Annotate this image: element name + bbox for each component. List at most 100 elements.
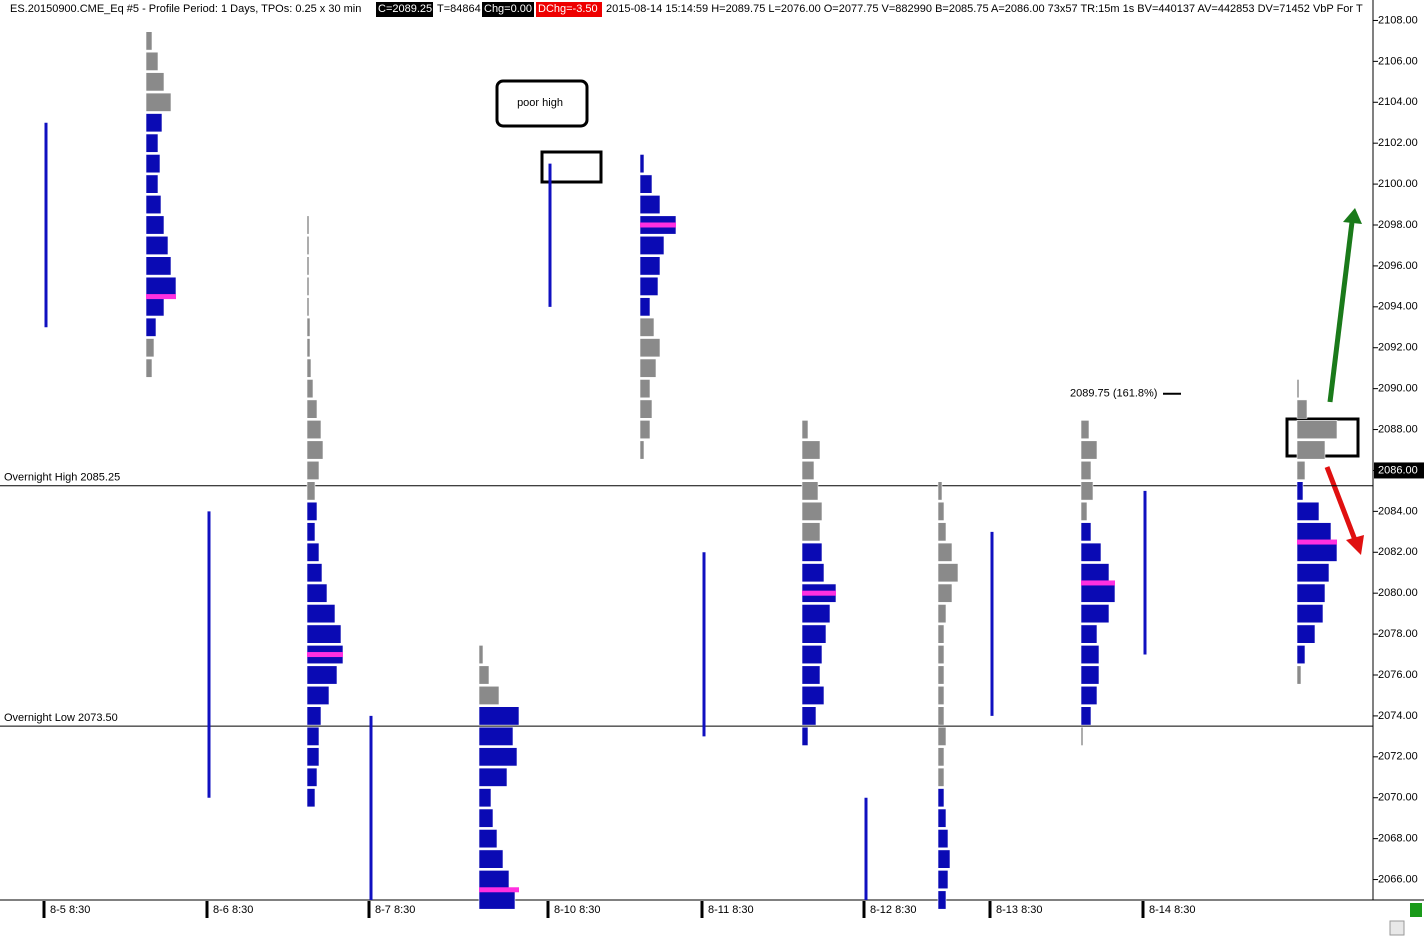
poc xyxy=(307,652,343,658)
volume-bar xyxy=(1080,542,1102,562)
volume-bar xyxy=(1080,583,1116,603)
volume-bar xyxy=(478,726,514,746)
volume-bar xyxy=(801,440,821,460)
volume-bar xyxy=(145,276,177,296)
volume-bar xyxy=(145,215,165,235)
volume-bar xyxy=(478,890,516,910)
volume-bar xyxy=(478,665,490,685)
volume-bar xyxy=(1080,460,1092,480)
volume-bar xyxy=(801,522,821,542)
volume-bar xyxy=(145,317,157,337)
arrow-up xyxy=(1327,221,1355,403)
volume-bar xyxy=(801,665,821,685)
x-tick-label: 8-11 8:30 xyxy=(708,904,754,916)
poc xyxy=(802,590,836,596)
volume-bar xyxy=(937,829,949,849)
volume-bar xyxy=(306,788,316,808)
volume-bar xyxy=(937,808,947,828)
volume-bar xyxy=(306,563,323,583)
volume-bar xyxy=(306,379,314,399)
volume-bar xyxy=(801,481,819,501)
volume-bar xyxy=(478,849,504,869)
volume-bar xyxy=(478,808,494,828)
volume-bar xyxy=(801,563,825,583)
volume-bar xyxy=(801,542,823,562)
volume-bar xyxy=(1080,420,1090,440)
volume-bar xyxy=(639,420,651,440)
close: C=2089.25 xyxy=(378,3,432,15)
volume-bar xyxy=(937,870,949,890)
volume-bar xyxy=(478,685,500,705)
volume-bar xyxy=(639,174,653,194)
volume-bar xyxy=(306,767,318,787)
x-tick-label: 8-6 8:30 xyxy=(213,904,253,916)
volume-bar xyxy=(639,195,661,215)
x-tick-label: 8-10 8:30 xyxy=(554,904,600,916)
volume-bar xyxy=(145,235,169,255)
volume-bar xyxy=(145,154,161,174)
annotation-box xyxy=(495,79,589,128)
volume-bar xyxy=(937,849,951,869)
volume-bar xyxy=(937,890,947,910)
volume-bar xyxy=(801,645,823,665)
volume-bar xyxy=(639,399,653,419)
volume-bar xyxy=(145,133,159,153)
volume-bar xyxy=(801,460,815,480)
volume-bar xyxy=(639,276,659,296)
volume-bar xyxy=(801,706,817,726)
volume-bar xyxy=(639,358,657,378)
volume-bar xyxy=(801,501,823,521)
volume-bar xyxy=(937,645,945,665)
y-tick-label: 2084.00 xyxy=(1378,505,1418,517)
volume-bar xyxy=(306,399,318,419)
volume-bar xyxy=(306,665,338,685)
arrow-down xyxy=(1324,466,1358,541)
volume-bar xyxy=(145,174,159,194)
volume-bar xyxy=(145,338,155,358)
status xyxy=(1410,903,1422,917)
scroll-button[interactable] xyxy=(1389,920,1405,936)
volume-bar xyxy=(1296,583,1326,603)
stats: 2015-08-14 15:14:59 H=2089.75 L=2076.00 … xyxy=(606,3,1363,15)
volume-bar xyxy=(306,583,328,603)
volume-bar xyxy=(1296,501,1320,521)
volume-bar xyxy=(306,256,310,276)
y-tick-label: 2098.00 xyxy=(1378,219,1418,231)
volume-bar xyxy=(478,788,492,808)
volume-bar xyxy=(1296,440,1326,460)
volume-bar xyxy=(145,72,165,92)
volume-bar xyxy=(1296,379,1300,399)
poc xyxy=(1297,539,1337,545)
volume-bar xyxy=(306,706,322,726)
volume-bar xyxy=(1080,645,1100,665)
volume-bar xyxy=(1080,481,1094,501)
volume-bar xyxy=(937,501,945,521)
volume-bar xyxy=(1296,460,1306,480)
volume-bar xyxy=(1296,481,1304,501)
x-tick-label: 8-5 8:30 xyxy=(50,904,90,916)
volume-bar xyxy=(145,92,172,112)
volume-bar xyxy=(937,747,945,767)
volume-bar xyxy=(306,481,316,501)
volume-bar xyxy=(801,726,809,746)
y-tick-label: 2066.00 xyxy=(1378,873,1418,885)
volume-bar xyxy=(1296,522,1332,542)
volume-bar xyxy=(478,767,508,787)
volume-bar xyxy=(1080,563,1110,583)
volume-bar xyxy=(306,420,322,440)
poc xyxy=(479,887,519,893)
y-tick-label: 2090.00 xyxy=(1378,383,1418,395)
level-label: Overnight High 2085.25 xyxy=(4,472,120,484)
volume-bar xyxy=(1080,726,1084,746)
volume-bar xyxy=(306,604,336,624)
y-tick-label: 2102.00 xyxy=(1378,137,1418,149)
y-tick-label: 2076.00 xyxy=(1378,669,1418,681)
volume-bar xyxy=(478,645,484,665)
volume-bar xyxy=(306,276,310,296)
volume-bar xyxy=(639,338,661,358)
volume-bar xyxy=(145,31,153,51)
volume-bar xyxy=(1296,420,1338,440)
volume-bar xyxy=(1296,563,1330,583)
